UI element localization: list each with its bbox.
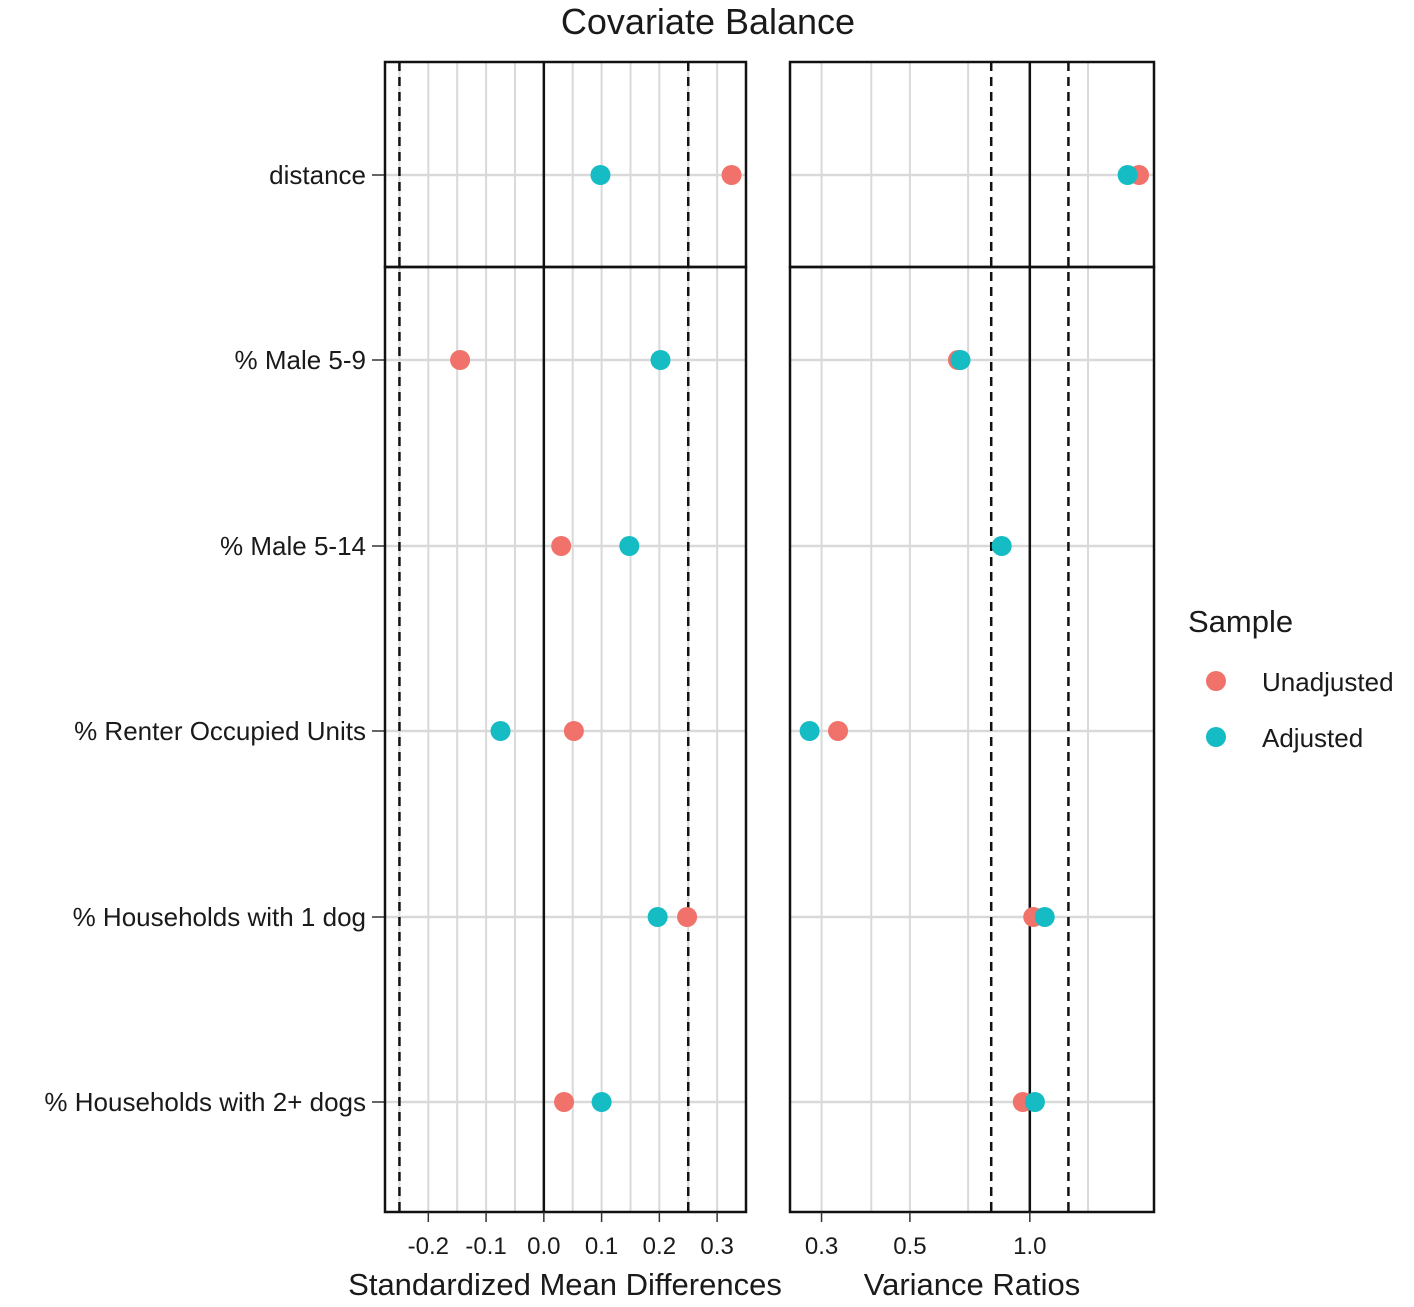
chart-title: Covariate Balance [561,1,855,42]
smd-point-adjusted-households-with-1-dog [647,907,668,927]
vr-point-adjusted-distance [1117,165,1138,185]
vr-x-tick-label: 1.0 [1013,1233,1046,1260]
vr-point-adjusted-households-with-1-dog [1034,907,1055,927]
smd-point-adjusted-renter-occupied-units [490,721,511,741]
legend-key-unadjusted [1206,671,1226,691]
smd-top-frame [383,60,748,269]
smd-x-tick-label: 0.2 [643,1233,676,1260]
smd-point-adjusted-male-5-14 [619,536,640,556]
smd-point-unadjusted-distance [721,165,742,185]
vr-point-unadjusted-renter-occupied-units [828,721,849,741]
vr-panel: 0.3 0.5 1.0 [788,60,1156,1260]
smd-bottom-frame [383,265,748,1214]
smd-x-tick-label: 0.3 [700,1233,733,1260]
smd-point-adjusted-distance [590,165,611,185]
smd-x-tick-label: 0.0 [527,1233,560,1260]
smd-panel: -0.2 -0.1 0.0 0.1 0.2 0.3 [383,60,748,1260]
smd-point-adjusted-households-with-2-dogs [591,1092,612,1112]
row-label-male-5-9: % Male 5-9 [235,345,367,375]
vr-axis-title: Variance Ratios [864,1267,1081,1302]
plot-layer: distance % Male 5-9 % Male 5-14 % Renter Oc… [44,60,1156,1260]
vr-point-adjusted-male-5-14 [991,536,1012,556]
vr-point-adjusted-renter-occupied-units [799,721,820,741]
vr-bottom-frame [788,265,1156,1214]
row-label-male-5-14: % Male 5-14 [220,531,366,561]
smd-axis-title: Standardized Mean Differences [348,1267,782,1302]
legend-label-unadjusted: Unadjusted [1262,667,1394,697]
vr-x-tick-label: 0.3 [805,1233,838,1260]
smd-point-unadjusted-households-with-2-dogs [554,1092,575,1112]
smd-point-adjusted-male-5-9 [650,350,671,370]
legend-label-adjusted: Adjusted [1262,723,1363,753]
smd-point-unadjusted-male-5-9 [450,350,471,370]
smd-x-tick-label: -0.2 [408,1233,449,1260]
smd-x-tick-label: -0.1 [465,1233,506,1260]
smd-point-unadjusted-male-5-14 [551,536,572,556]
vr-top-frame [788,60,1156,269]
vr-point-adjusted-households-with-2-dogs [1024,1092,1045,1112]
smd-point-unadjusted-households-with-1-dog [677,907,698,927]
legend-title: Sample [1188,604,1293,639]
row-label-renter-occupied-units: % Renter Occupied Units [74,716,366,746]
vr-x-tick-label: 0.5 [893,1233,926,1260]
smd-x-tick-label: 0.1 [585,1233,618,1260]
legend: Unadjusted Adjusted [1206,667,1394,753]
smd-point-unadjusted-renter-occupied-units [563,721,584,741]
vr-point-adjusted-male-5-9 [950,350,971,370]
row-label-households-with-1-dog: % Households with 1 dog [73,902,366,932]
row-label-households-with-2-dogs: % Households with 2+ dogs [44,1087,366,1117]
row-label-distance: distance [269,160,366,190]
legend-key-adjusted [1206,727,1226,747]
